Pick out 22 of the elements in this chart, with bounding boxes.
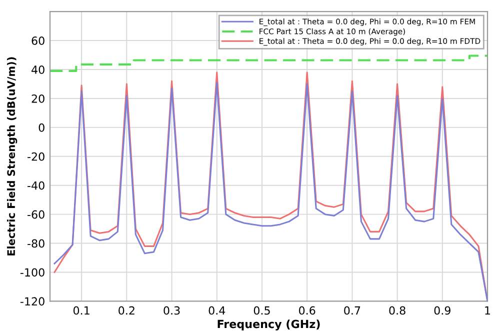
y-tick-label: 60	[32, 36, 44, 45]
x-tick-label: 0.6	[298, 306, 316, 315]
x-tick-label: 0.1	[73, 306, 90, 315]
x-tick-label: 0.3	[164, 306, 180, 315]
x-tick-label: 0.9	[434, 306, 450, 315]
y-tick-label: -20	[28, 152, 44, 161]
x-tick-label: 0.8	[389, 306, 406, 315]
y-tick-label: -80	[28, 239, 44, 248]
y-tick-label: 0	[38, 123, 44, 132]
y-tick-label: 20	[32, 94, 44, 103]
x-axis-title: Frequency (GHz)	[218, 320, 320, 330]
y-tick-label: -120	[20, 297, 44, 306]
y-tick-label: -40	[28, 181, 44, 190]
y-axis-title: Electric Field Strength (dB(uV/m))	[6, 57, 18, 256]
y-tick-label: 40	[32, 65, 44, 74]
y-tick-label: -60	[28, 210, 44, 219]
x-tick-label: 1	[485, 306, 490, 315]
y-tick-label: -100	[20, 268, 44, 277]
x-tick-label: 0.5	[254, 306, 270, 315]
x-tick-label: 0.2	[118, 306, 134, 315]
x-tick-label: 0.7	[344, 306, 360, 315]
x-tick-label: 0.4	[208, 306, 226, 315]
